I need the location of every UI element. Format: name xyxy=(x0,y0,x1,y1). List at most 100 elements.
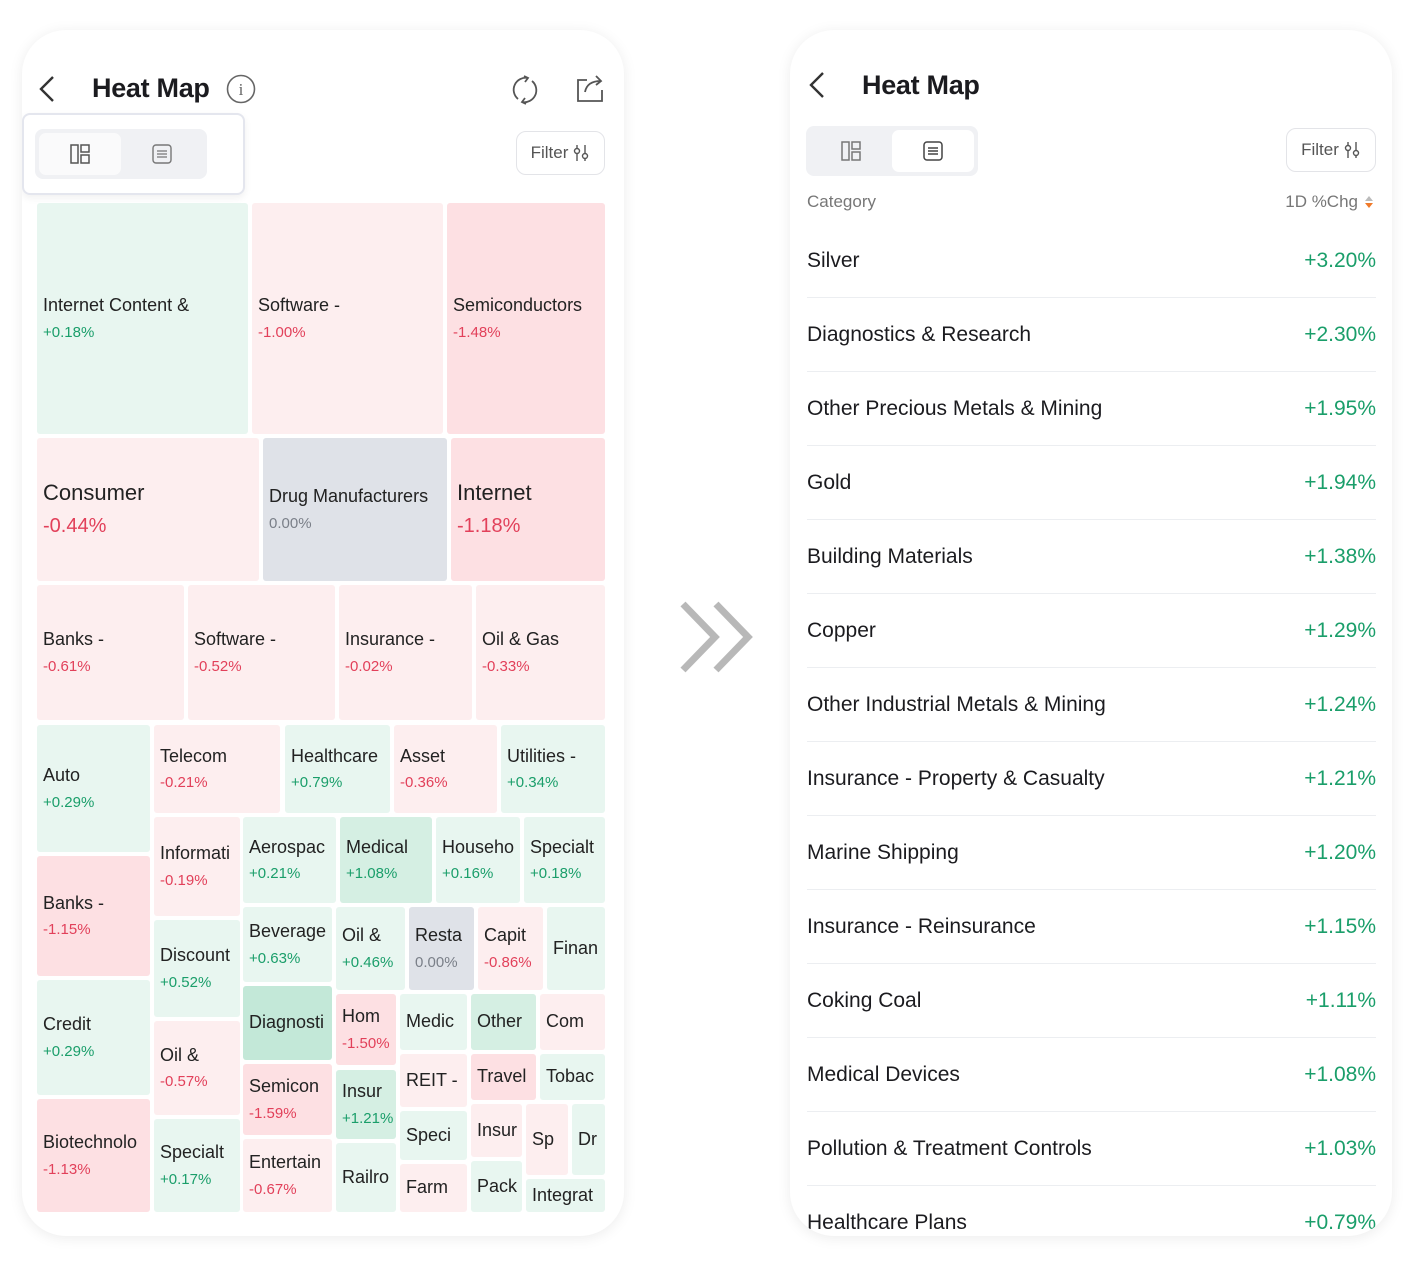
tile-label: Telecom xyxy=(160,745,228,766)
treemap-tile[interactable]: Pack xyxy=(471,1161,522,1212)
treemap-tile[interactable]: Utilities - +0.34% xyxy=(501,725,605,813)
treemap-tile[interactable]: Househo +0.16% xyxy=(436,817,520,903)
treemap-tile[interactable]: Integrat xyxy=(526,1179,605,1212)
back-icon[interactable] xyxy=(806,70,828,100)
treemap-tile[interactable]: Medical +1.08% xyxy=(340,817,432,903)
list-view-button[interactable] xyxy=(121,133,203,175)
treemap-tile[interactable]: Software - -0.52% xyxy=(188,585,335,720)
treemap-tile[interactable]: Hom -1.50% xyxy=(336,994,396,1065)
tile-label: Software - xyxy=(258,295,341,316)
category-row[interactable]: Insurance - Property & Casualty +1.21% xyxy=(807,742,1376,816)
filter-button[interactable]: Filter xyxy=(1286,128,1376,172)
treemap-tile[interactable]: Auto +0.29% xyxy=(37,725,150,852)
treemap-tile[interactable]: Informati -0.19% xyxy=(154,817,240,916)
tile-label: Semiconductors xyxy=(453,295,583,316)
category-row[interactable]: Insurance - Reinsurance +1.15% xyxy=(807,890,1376,964)
treemap-tile[interactable]: Farm xyxy=(400,1164,467,1212)
treemap-tile[interactable]: Diagnosti xyxy=(243,986,332,1060)
treemap-tile[interactable]: Aerospac +0.21% xyxy=(243,817,336,903)
treemap-tile[interactable]: Tobac xyxy=(540,1054,605,1100)
treemap-tile[interactable]: Finan xyxy=(547,907,605,990)
tile-label: Pack xyxy=(477,1175,518,1196)
treemap-tile[interactable]: Insurance - -0.02% xyxy=(339,585,472,720)
tile-change: -1.59% xyxy=(249,1104,297,1122)
change-header-sort[interactable]: 1D %Chg xyxy=(1285,192,1374,212)
tile-label: Consumer xyxy=(43,479,145,505)
view-toggle xyxy=(806,126,978,176)
treemap-tile[interactable]: Credit +0.29% xyxy=(37,980,150,1095)
filter-label: Filter xyxy=(1301,140,1339,159)
category-row[interactable]: Pollution & Treatment Controls +1.03% xyxy=(807,1112,1376,1186)
tile-label: Insur xyxy=(342,1081,383,1102)
treemap-tile[interactable]: Oil & Gas -0.33% xyxy=(476,585,605,720)
category-change: +1.21% xyxy=(1304,766,1376,790)
treemap-tile[interactable]: Semicon -1.59% xyxy=(243,1064,332,1135)
treemap-tile[interactable]: Healthcare +0.79% xyxy=(285,725,390,813)
back-icon[interactable] xyxy=(36,74,58,104)
treemap-tile[interactable]: Dr xyxy=(572,1104,605,1175)
treemap-tile[interactable]: Specialt +0.17% xyxy=(154,1119,240,1212)
treemap-tile[interactable]: Internet -1.18% xyxy=(451,438,605,581)
category-row[interactable]: Other Industrial Metals & Mining +1.24% xyxy=(807,668,1376,742)
tile-label: Diagnosti xyxy=(249,1012,325,1033)
treemap-tile[interactable]: REIT - xyxy=(400,1054,467,1107)
treemap-tile[interactable]: Other xyxy=(471,994,536,1050)
treemap-view-button[interactable] xyxy=(810,130,892,172)
treemap-tile[interactable]: Insur +1.21% xyxy=(336,1070,396,1139)
treemap-tile[interactable]: Semiconductors -1.48% xyxy=(447,203,605,434)
share-icon[interactable] xyxy=(575,72,605,104)
category-row[interactable]: Coking Coal +1.11% xyxy=(807,964,1376,1038)
treemap-tile[interactable]: Discount +0.52% xyxy=(154,920,240,1017)
treemap-tile[interactable]: Banks - -0.61% xyxy=(37,585,184,720)
treemap-tile[interactable]: Telecom -0.21% xyxy=(154,725,280,813)
category-name: Silver xyxy=(807,248,860,272)
treemap-tile[interactable]: Consumer -0.44% xyxy=(37,438,259,581)
tile-label: Speci xyxy=(406,1124,452,1145)
treemap-tile[interactable]: Com xyxy=(540,994,605,1050)
tile-change: -1.18% xyxy=(457,515,521,538)
category-change: +2.30% xyxy=(1304,322,1376,346)
category-row[interactable]: Silver +3.20% xyxy=(807,224,1376,298)
tile-change: -0.61% xyxy=(43,657,91,675)
treemap-tile[interactable]: Medic xyxy=(400,994,467,1050)
treemap-tile[interactable]: Drug Manufacturers 0.00% xyxy=(263,438,447,581)
category-row[interactable]: Marine Shipping +1.20% xyxy=(807,816,1376,890)
category-row[interactable]: Healthcare Plans +0.79% xyxy=(807,1186,1376,1236)
treemap-tile[interactable]: Oil & +0.46% xyxy=(336,907,405,990)
treemap-icon xyxy=(841,141,861,161)
info-icon[interactable]: i xyxy=(225,73,257,105)
treemap-tile[interactable]: Software - -1.00% xyxy=(252,203,443,434)
treemap-view-button[interactable] xyxy=(39,133,121,175)
treemap-tile[interactable]: Internet Content & +0.18% xyxy=(37,203,248,434)
treemap-tile[interactable]: Biotechnolo -1.13% xyxy=(37,1099,150,1212)
tile-label: Beverage xyxy=(249,921,327,942)
list-view-button[interactable] xyxy=(892,130,974,172)
category-row[interactable]: Diagnostics & Research +2.30% xyxy=(807,298,1376,372)
treemap-tile[interactable]: Specialt +0.18% xyxy=(524,817,605,903)
category-row[interactable]: Building Materials +1.38% xyxy=(807,520,1376,594)
treemap-tile[interactable]: Travel xyxy=(471,1054,536,1100)
treemap-tile[interactable]: Banks - -1.15% xyxy=(37,856,150,976)
category-row[interactable]: Other Precious Metals & Mining +1.95% xyxy=(807,372,1376,446)
category-name: Other Precious Metals & Mining xyxy=(807,396,1103,420)
treemap-tile[interactable]: Speci xyxy=(400,1111,467,1160)
treemap-tile[interactable]: Capit -0.86% xyxy=(478,907,543,990)
treemap-tile[interactable]: Insur xyxy=(471,1104,522,1157)
tile-label: Hom xyxy=(342,1006,381,1027)
refresh-icon[interactable] xyxy=(509,74,541,106)
filter-button[interactable]: Filter xyxy=(516,131,605,175)
treemap-tile[interactable]: Sp xyxy=(526,1104,568,1175)
category-row[interactable]: Gold +1.94% xyxy=(807,446,1376,520)
category-change: +0.79% xyxy=(1304,1210,1376,1234)
treemap-tile[interactable]: Entertain -0.67% xyxy=(243,1139,332,1212)
category-row[interactable]: Medical Devices +1.08% xyxy=(807,1038,1376,1112)
tile-label: Railro xyxy=(342,1166,390,1187)
treemap-tile[interactable]: Resta 0.00% xyxy=(409,907,474,990)
category-row[interactable]: Copper +1.29% xyxy=(807,594,1376,668)
treemap-tile[interactable]: Oil & -0.57% xyxy=(154,1021,240,1115)
treemap-tile[interactable]: Beverage +0.63% xyxy=(243,907,332,982)
treemap-tile[interactable]: Railro xyxy=(336,1143,396,1212)
treemap-tile[interactable]: Asset -0.36% xyxy=(394,725,497,813)
tile-label: Househo xyxy=(442,836,515,857)
category-name: Healthcare Plans xyxy=(807,1210,967,1234)
